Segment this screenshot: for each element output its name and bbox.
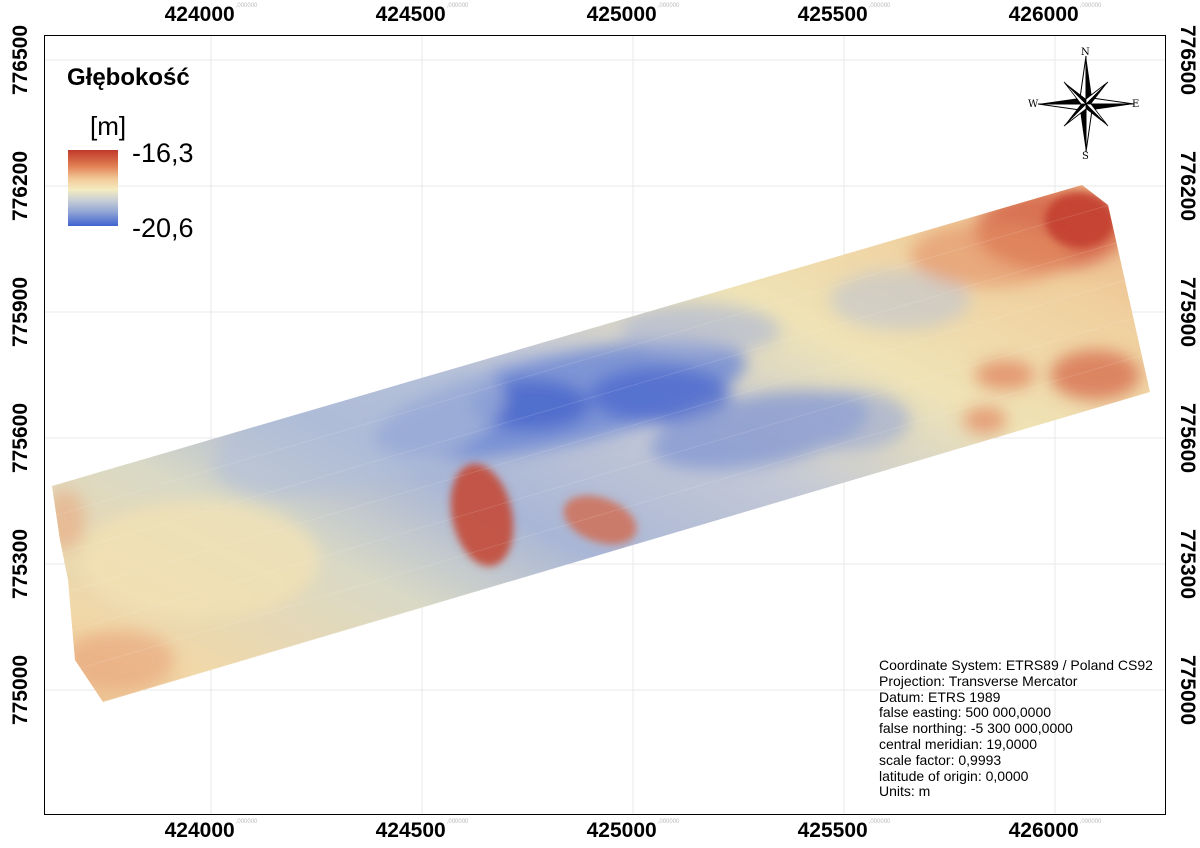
crs-line: Units: m [879,783,931,800]
x-tick-bottom: 425000,000000 [586,819,680,842]
y-tick-right: 775300 [1176,528,1199,600]
x-tick-bottom: 425500,000000 [797,819,891,842]
x-tick-top: 426000,000000 [1008,3,1102,26]
y-tick-right: 775900 [1176,276,1199,348]
y-tick-left: 775000 [9,654,32,726]
crs-line: Projection: Transverse Mercator [879,672,1078,689]
crs-line: central meridian: 19,0000 [879,735,1037,752]
y-tick-left: 776200 [9,150,32,222]
legend-title: Głębokość [67,64,190,91]
legend-unit: [m] [90,111,127,141]
crs-line: false easting: 500 000,0000 [879,704,1052,721]
crs-line: Datum: ETRS 1989 [879,688,1001,705]
x-tick-top: 424000,000000 [164,3,258,26]
x-tick-top: 425000,000000 [586,3,680,26]
crs-line: Coordinate System: ETRS89 / Poland CS92 [879,657,1153,673]
y-tick-right: 775000 [1176,654,1199,726]
legend-min-label: -20,6 [132,213,194,243]
crs-info-block: Coordinate System: ETRS89 / Poland CS92 … [879,657,1153,800]
y-tick-right: 775600 [1176,402,1199,474]
x-tick-bottom: 424000,000000 [164,819,258,842]
crs-line: latitude of origin: 0,0000 [879,767,1029,784]
x-tick-top: 425500,000000 [797,3,891,26]
legend-color-ramp [68,150,118,226]
y-tick-left: 776500 [9,24,32,96]
y-tick-left: 775900 [9,276,32,348]
y-tick-right: 776500 [1176,24,1199,96]
x-tick-bottom: 426000,000000 [1008,819,1102,842]
legend-max-label: -16,3 [132,138,194,168]
compass-west-label: W [1028,99,1039,110]
y-tick-left: 775600 [9,402,32,474]
y-tick-right: 776200 [1176,150,1199,222]
crs-line: false northing: -5 300 000,0000 [879,720,1073,737]
x-tick-bottom: 424500,000000 [375,819,469,842]
compass-south-label: S [1082,151,1089,162]
y-tick-left: 775300 [9,528,32,600]
compass-north-label: N [1081,47,1090,58]
compass-east-label: E [1132,99,1140,110]
compass-rose-icon [1037,55,1135,153]
crs-line: scale factor: 0,9993 [879,751,1002,768]
bathymetry-swath [52,185,1150,702]
x-tick-top: 424500,000000 [375,3,469,26]
